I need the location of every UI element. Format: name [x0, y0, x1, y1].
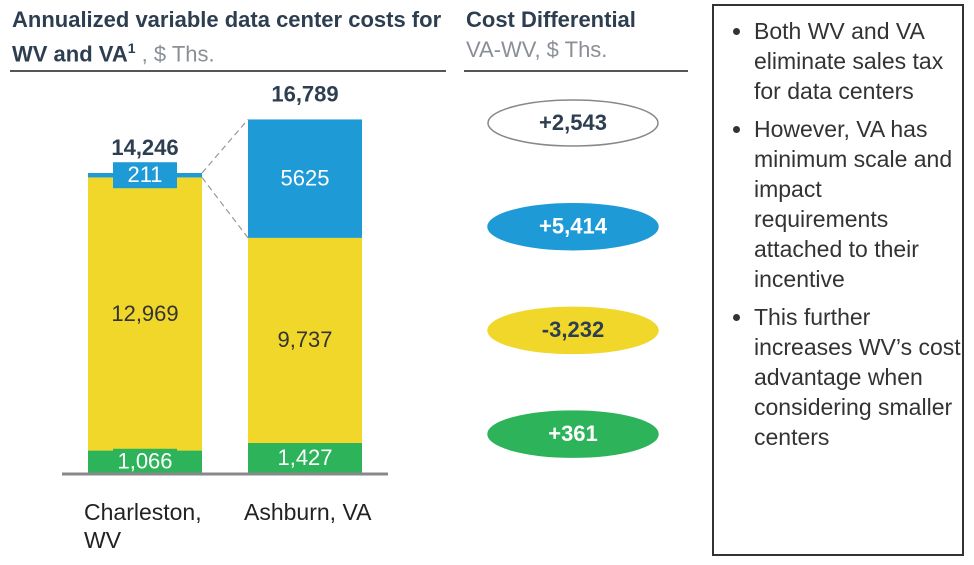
diff-label: -3,232	[542, 317, 604, 342]
diff-oval	[487, 306, 659, 355]
segment-label: 5625	[281, 165, 330, 190]
segment-label: 12,969	[111, 301, 178, 326]
label-box	[113, 448, 177, 475]
total-label: 14,246	[111, 135, 178, 160]
note-item: However, VA has minimum scale and impact…	[754, 114, 962, 294]
notes-box: Both WV and VA eliminate sales tax for d…	[712, 4, 964, 556]
bar-segment	[248, 119, 362, 238]
notes-list: Both WV and VA eliminate sales tax for d…	[714, 16, 962, 452]
note-item: Both WV and VA eliminate sales tax for d…	[754, 16, 962, 106]
unit: , $ Ths.	[141, 41, 215, 67]
diff-label: +5,414	[539, 214, 608, 239]
header-rule	[10, 70, 446, 72]
total-label: 16,789	[271, 81, 338, 106]
label-box	[113, 162, 177, 189]
footnote-mark: 1	[127, 40, 136, 56]
segment-label: 9,737	[277, 327, 332, 352]
x-tick-label: Ashburn, VA	[244, 499, 372, 525]
connector	[201, 177, 249, 239]
diff-title: Cost Differential	[466, 7, 636, 32]
segment-label: 211	[127, 162, 162, 187]
chart-heading: Annualized variable data center costs fo…	[12, 6, 452, 68]
diff-oval	[487, 99, 659, 147]
chart-title: Annualized variable data center costs fo…	[12, 7, 442, 67]
bar-segment	[248, 442, 362, 473]
segment-label: 1,427	[277, 445, 332, 470]
header-rule	[464, 70, 688, 72]
diff-label: +361	[548, 421, 598, 446]
diff-subtitle: VA-WV, $ Ths.	[466, 37, 608, 62]
connector	[201, 119, 249, 174]
bar-segment	[248, 237, 362, 443]
diff-label: +2,543	[539, 110, 607, 135]
bar-segment	[88, 177, 202, 451]
diff-oval	[487, 202, 659, 251]
x-tick-label: Charleston, WV	[84, 499, 202, 553]
diff-oval	[487, 410, 659, 458]
note-item: This further increases WV’s cost advanta…	[754, 302, 962, 452]
segment-label: 1,066	[117, 449, 172, 474]
